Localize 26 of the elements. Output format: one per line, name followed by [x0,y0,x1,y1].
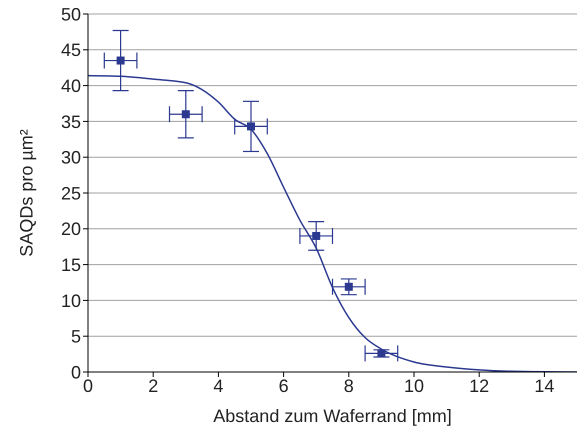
y-tick-label: 35 [60,112,81,132]
point [312,232,320,240]
y-tick-label: 0 [70,362,81,382]
y-tick-label: 45 [60,40,81,60]
point [377,349,386,358]
y-tick-label: 20 [60,219,81,240]
point [116,56,125,65]
y-tick-label: 10 [60,290,81,311]
x-tick-label: 4 [213,376,224,396]
y-axis-title: SAQDs pro µm² [16,129,36,257]
y-tick-label: 30 [60,148,81,168]
x-axis-title: Abstand zum Waferrand [mm] [213,406,452,426]
point [247,122,255,130]
x-tick-label: 12 [469,376,490,396]
x-tick-label: 6 [278,376,289,396]
y-tick-label: 25 [60,183,81,204]
x-tick-label: 8 [344,376,354,396]
point [182,110,190,118]
y-tick-label: 5 [70,326,81,347]
x-tick-label: 10 [404,376,424,396]
y-tick-label: 15 [60,254,81,275]
x-tick-label: 2 [148,376,158,396]
x-tick-label: 14 [534,376,554,396]
y-tick-label: 50 [60,4,81,24]
y-tick-label: 40 [60,76,81,96]
point [344,282,353,291]
